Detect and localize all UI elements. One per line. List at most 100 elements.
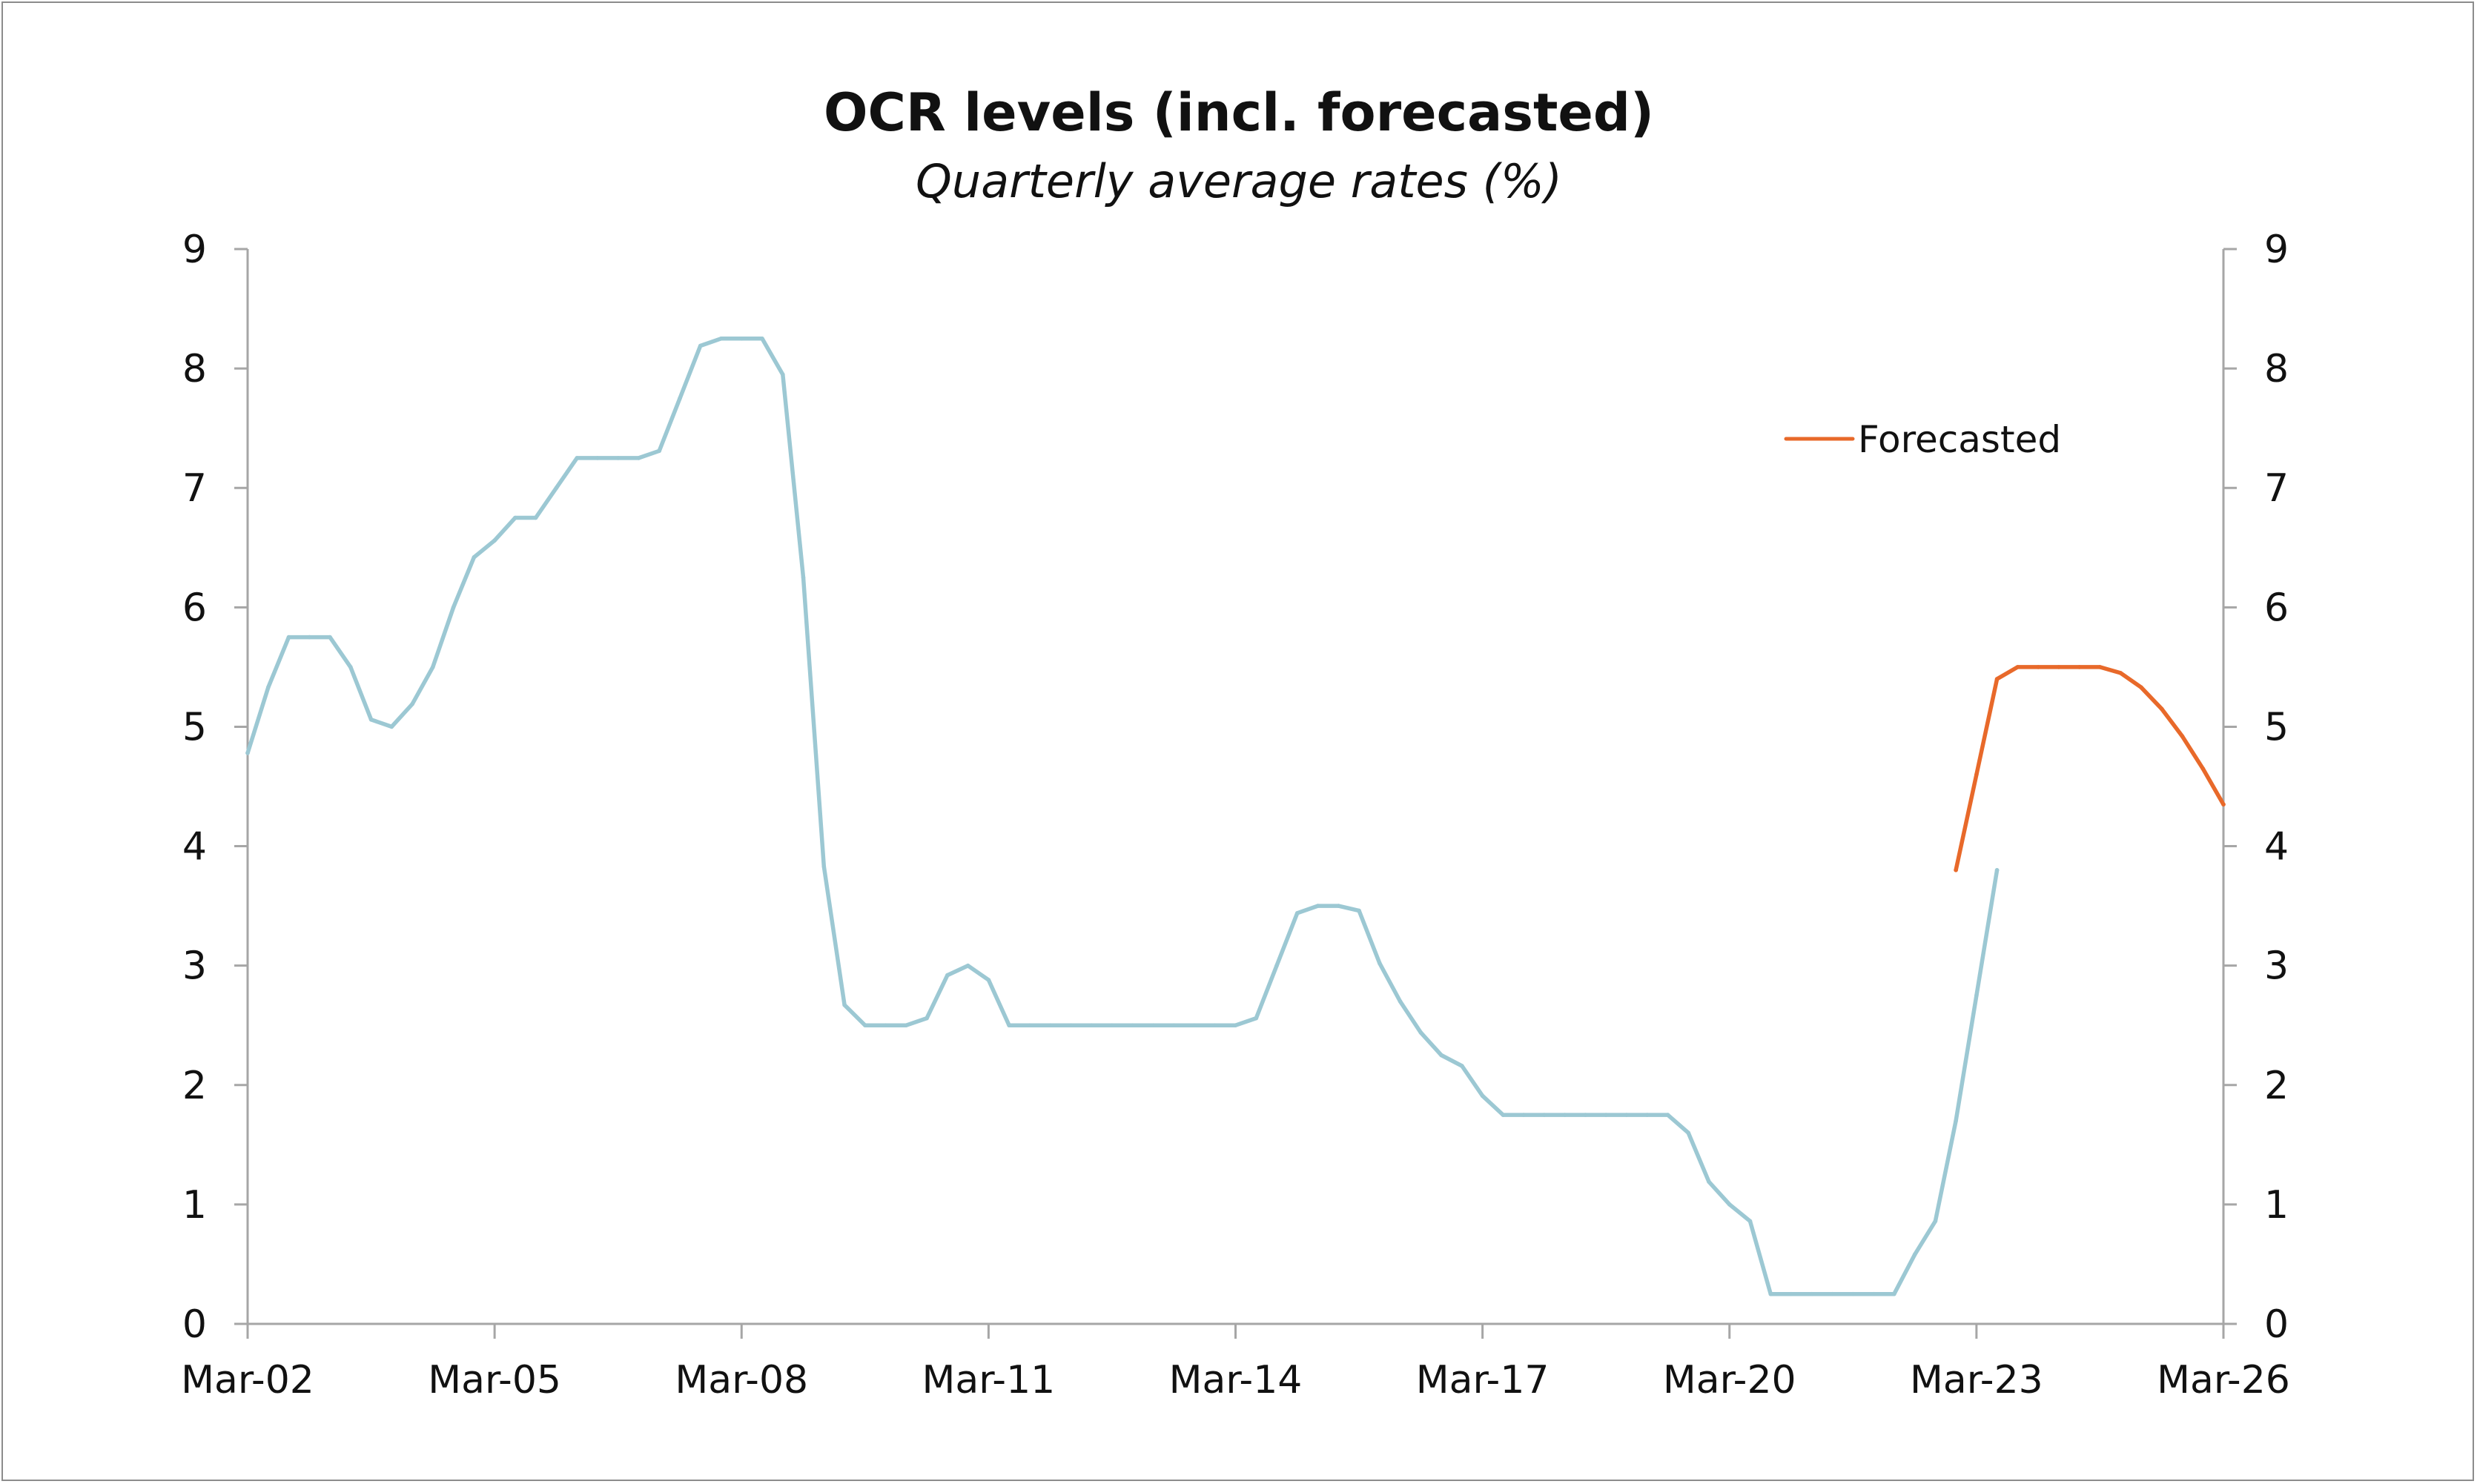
data-point-historical: [801, 575, 806, 580]
data-point-historical: [1974, 993, 1979, 998]
y-tick-label-right: 5: [2264, 705, 2289, 749]
x-tick-label: Mar-08: [675, 1358, 808, 1402]
data-point-historical: [1480, 1093, 1485, 1099]
data-point-historical: [1954, 1119, 1958, 1123]
data-point-historical: [513, 515, 517, 520]
data-point-historical: [492, 538, 497, 543]
data-point-historical: [1501, 1113, 1506, 1117]
data-point-historical: [1398, 999, 1403, 1004]
data-point-historical: [1994, 868, 2000, 872]
y-tick-label-left: 6: [182, 586, 207, 630]
series-points-historical: [245, 337, 2000, 1296]
x-tick-label: Mar-17: [1416, 1358, 1550, 1402]
data-point-historical: [1562, 1113, 1567, 1117]
y-tick-label-right: 3: [2264, 944, 2289, 989]
data-point-forecasted: [2139, 685, 2143, 690]
data-point-historical: [1089, 1023, 1094, 1027]
data-point-historical: [842, 1003, 847, 1007]
data-point-historical: [307, 635, 312, 640]
data-point-historical: [1892, 1291, 1896, 1296]
data-point-historical: [1295, 911, 1300, 915]
data-point-forecasted: [2077, 665, 2082, 669]
data-point-historical: [1747, 1219, 1753, 1224]
y-tick-label-right: 2: [2264, 1064, 2289, 1108]
x-tick-label: Mar-26: [2157, 1358, 2290, 1402]
data-point-historical: [925, 1016, 929, 1021]
y-tick-label-left: 4: [182, 825, 207, 869]
y-tick-label-right: 0: [2264, 1302, 2289, 1347]
y-tick-label-left: 2: [182, 1064, 207, 1108]
data-point-historical: [410, 702, 414, 706]
data-point-historical: [1830, 1291, 1835, 1296]
x-tick-label: Mar-05: [428, 1358, 561, 1402]
data-point-historical: [348, 665, 353, 669]
data-point-historical: [1871, 1291, 1876, 1296]
y-tick-label-right: 8: [2264, 347, 2289, 391]
data-point-historical: [945, 973, 950, 978]
series-points-forecasted: [1954, 665, 2226, 872]
data-point-historical: [1789, 1291, 1793, 1296]
data-point-historical: [718, 337, 724, 341]
data-point-forecasted: [2221, 802, 2226, 806]
data-point-historical: [1378, 961, 1382, 966]
data-point-historical: [678, 396, 682, 401]
x-tick-label: Mar-20: [1663, 1358, 1796, 1402]
data-point-historical: [1254, 1016, 1259, 1021]
data-point-historical: [615, 456, 621, 460]
data-point-historical: [1028, 1023, 1032, 1027]
data-point-forecasted: [2036, 665, 2040, 669]
data-point-historical: [431, 665, 435, 669]
data-point-historical: [554, 486, 559, 490]
y-tick-label-left: 8: [182, 347, 207, 391]
data-point-historical: [698, 343, 703, 348]
data-point-historical: [451, 605, 456, 610]
data-point-historical: [821, 864, 827, 869]
data-point-historical: [965, 963, 970, 968]
data-point-historical: [1048, 1023, 1053, 1027]
chart-subtitle: Quarterly average rates (%): [916, 154, 1562, 208]
data-point-forecasted: [2118, 671, 2123, 675]
data-point-historical: [1707, 1179, 1711, 1185]
series-line-forecasted: [1954, 665, 2226, 872]
data-point-historical: [1233, 1023, 1238, 1027]
data-point-historical: [533, 515, 538, 520]
data-point-forecasted: [2057, 665, 2061, 669]
data-point-historical: [245, 751, 250, 755]
data-point-historical: [1665, 1113, 1670, 1117]
data-point-historical: [389, 724, 394, 729]
y-tick-label-right: 4: [2264, 825, 2289, 869]
data-point-historical: [1130, 1023, 1135, 1027]
chart-title: OCR levels (incl. forecasted): [824, 82, 1654, 143]
data-point-historical: [575, 456, 579, 460]
data-point-forecasted: [2200, 766, 2205, 771]
data-point-historical: [1912, 1252, 1917, 1257]
data-point-historical: [781, 372, 785, 377]
data-point-historical: [472, 554, 477, 560]
x-tick-label: Mar-02: [181, 1358, 314, 1402]
y-tick-label-left: 5: [182, 705, 207, 749]
axes: 0 0 1 1 2 2 3 3 4 4 5 5 6 6 7 7 8 8 9 9 Mar-02 Mar-05 Mar-08 Ma…: [181, 228, 2290, 1402]
y-tick-label-left: 1: [182, 1183, 207, 1228]
data-point-historical: [328, 635, 332, 640]
data-point-historical: [1315, 904, 1320, 908]
data-point-historical: [1212, 1023, 1217, 1027]
data-point-historical: [1624, 1113, 1629, 1117]
data-point-historical: [986, 978, 991, 982]
data-point-historical: [760, 337, 764, 341]
data-point-historical: [1151, 1023, 1156, 1027]
data-point-historical: [1521, 1113, 1526, 1117]
data-point-forecasted: [1994, 677, 2000, 681]
y-tick-label-right: 9: [2264, 228, 2289, 272]
data-point-historical: [1542, 1113, 1547, 1117]
series-line-historical: [245, 337, 2000, 1296]
data-point-historical: [266, 685, 271, 690]
x-tick-label: Mar-23: [1910, 1358, 2043, 1402]
ocr-line-chart: OCR levels (incl. forecasted) Quarterly …: [181, 82, 2290, 1402]
data-point-historical: [1460, 1064, 1464, 1068]
legend-label-forecasted: Forecasted: [1858, 418, 2061, 461]
data-point-historical: [1810, 1291, 1814, 1296]
data-point-historical: [904, 1023, 909, 1027]
data-point-historical: [1007, 1023, 1011, 1027]
data-point-historical: [863, 1023, 867, 1027]
